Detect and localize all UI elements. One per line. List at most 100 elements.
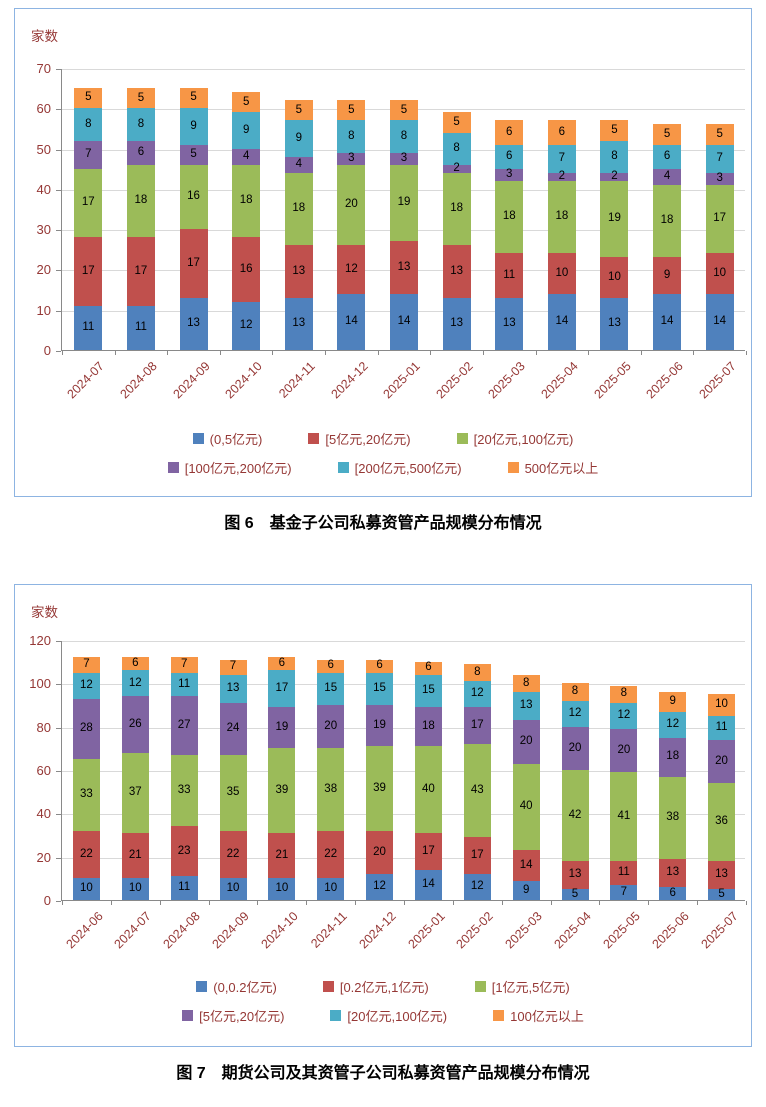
bar-segment: 6 (414, 661, 442, 675)
bar-value-label: 37 (128, 786, 142, 799)
y-axis-tick-label: 70 (36, 61, 51, 76)
bar-segment: 12 (463, 874, 491, 900)
bar-value-label: 8 (522, 676, 530, 689)
bar-value-label: 33 (177, 783, 191, 796)
bar-segment: 12 (659, 711, 687, 738)
bar-segment: 12 (366, 874, 394, 900)
stacked-bar-2024-11: 10 22 38 20 15 6 (317, 659, 345, 900)
y-axis-tick-label: 40 (36, 181, 51, 197)
bar-segment: 18 (284, 172, 313, 246)
bar-segment: 7 (610, 884, 638, 900)
bar-value-label: 8 (137, 117, 145, 130)
y-axis-tick-label: 120 (29, 633, 51, 648)
plot-area: 10 22 33 28 12 7 2024-06 10 21 37 26 12 6 2024-07 11 23… (61, 641, 747, 951)
bar-segment: 11 (74, 305, 103, 350)
bar-segment: 7 (547, 144, 576, 173)
bar-segment: 15 (366, 672, 394, 706)
stacked-bar-2025-03: 9 14 40 20 13 8 (512, 674, 540, 900)
bar-value-label: 28 (80, 722, 93, 735)
bar-segment: 5 (179, 88, 208, 109)
bar-segment: 14 (705, 293, 734, 350)
bar-value-label: 18 (422, 719, 435, 732)
stacked-bar-2024-10: 12 16 18 4 9 5 (232, 92, 261, 350)
x-axis-tick-mark (430, 351, 432, 355)
bar-value-label: 6 (669, 886, 676, 899)
bar-value-label: 18 (239, 194, 253, 207)
legend-item: [5亿元,20亿元) (182, 1006, 284, 1025)
bar-value-label: 17 (470, 718, 484, 731)
bar-value-label: 3 (400, 151, 408, 164)
bar-value-label: 7 (180, 658, 188, 671)
bar-segment: 7 (705, 144, 734, 173)
x-axis-tick-mark (159, 901, 161, 905)
stacked-bar-2024-12: 12 20 39 19 15 6 (366, 659, 394, 900)
legend-label: [1亿元,5亿元) (491, 980, 570, 995)
x-axis-tick-mark (62, 901, 63, 905)
bar-segment: 6 (547, 120, 576, 145)
x-axis-label: 2025-04 (538, 359, 581, 402)
bar-value-label: 15 (324, 682, 338, 695)
bar-segment: 33 (72, 759, 100, 831)
x-axis-label: 2024-09 (170, 359, 213, 402)
bar-value-label: 4 (242, 149, 250, 162)
bar-segment: 12 (72, 672, 100, 699)
figure-6: 家数 11 17 17 7 8 5 2024-07 11 17 18 6 8 5 2024-08 13 17 1… (0, 8, 766, 533)
bar-value-label: 15 (373, 682, 386, 695)
bar-value-label: 11 (134, 321, 147, 334)
bar-value-label: 14 (555, 315, 569, 328)
bar-value-label: 10 (226, 882, 240, 895)
chart-box-futures-companies: 家数 10 22 33 28 12 7 2024-06 10 21 37 26 12 6 2024-07 1… (14, 584, 752, 1047)
legend-swatch (167, 462, 179, 473)
bar-value-label: 6 (132, 657, 139, 670)
x-axis-label: 2024-07 (111, 909, 155, 952)
stacked-bar-2025-02: 12 17 43 17 12 8 (463, 663, 491, 900)
bar-segment: 5 (653, 124, 682, 145)
bar-segment: 6 (495, 120, 524, 145)
bar-value-label: 19 (608, 212, 621, 225)
y-axis-tick-mark (56, 857, 61, 859)
legend-label: [20亿元,100亿元) (473, 432, 574, 447)
bar-value-label: 23 (177, 844, 191, 857)
bar-segment: 12 (463, 681, 491, 708)
bar-value-label: 26 (128, 717, 142, 730)
bar-segment: 12 (121, 670, 149, 697)
bar-value-label: 17 (134, 264, 148, 277)
bar-value-label: 10 (555, 266, 569, 279)
bar-segment: 40 (512, 763, 540, 851)
y-axis-tick-label: 60 (36, 763, 51, 778)
bar-segment: 4 (232, 148, 261, 165)
y-axis-tick-mark (56, 901, 61, 902)
bar-value-label: 20 (344, 198, 358, 211)
x-axis-tick-mark (325, 351, 327, 355)
bar-segment: 2 (442, 163, 471, 174)
bar-value-label: 11 (178, 881, 191, 894)
bar-segment: 20 (366, 830, 394, 874)
bar-segment: 42 (561, 770, 589, 862)
x-axis-tick-mark (588, 351, 590, 355)
bar-segment: 18 (547, 180, 576, 254)
bar-value-label: 19 (275, 721, 289, 734)
bar-value-label: 13 (292, 317, 306, 330)
bar-segment: 17 (705, 184, 734, 254)
legend-item: [20亿元,100亿元) (330, 1006, 447, 1025)
bar-value-label: 22 (324, 847, 338, 860)
bar-value-label: 4 (295, 157, 302, 170)
bar-segment: 5 (705, 124, 734, 145)
bar-value-label: 17 (187, 256, 200, 269)
bar-segment: 2 (547, 171, 576, 182)
y-axis-tick-mark (56, 189, 61, 191)
x-axis-label: 2025-07 (696, 359, 739, 402)
x-axis-tick-mark (535, 351, 537, 355)
bar-segment: 10 (219, 878, 247, 900)
legend-item: (0,5亿元) (192, 429, 262, 448)
legend-label: [20亿元,100亿元) (347, 1009, 448, 1024)
bar-segment: 18 (414, 707, 442, 747)
bar-value-label: 16 (187, 190, 200, 203)
bar-value-label: 38 (666, 810, 680, 823)
x-axis-label: 2025-03 (502, 909, 546, 952)
bar-segment: 11 (495, 253, 524, 298)
bar-segment: 12 (232, 301, 261, 350)
bar-value-label: 13 (292, 264, 306, 277)
y-axis-tick-mark (56, 310, 61, 312)
